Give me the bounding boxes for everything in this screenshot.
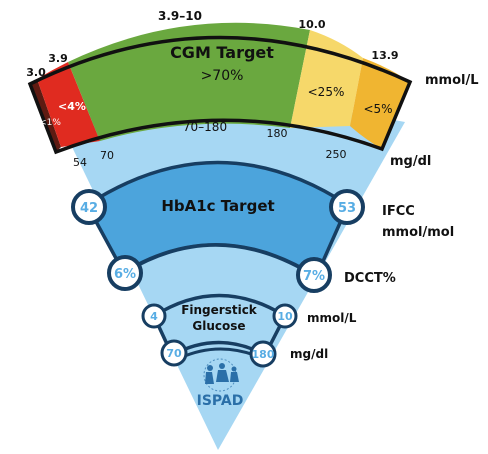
hba1c-title: HbA1c Target [161,197,274,215]
fingerstick-mgdl-unit: mg/dl [290,347,328,361]
cgm-range-mgdl: 70–180 [183,120,227,134]
fingerstick-title-line2: Glucose [192,319,245,333]
cgm-mmol-3-9: 3.9 [48,52,68,65]
cgm-segment-very-low [30,79,61,152]
cgm-in-range-pct: >70% [201,68,244,84]
cgm-unit-mgdl: mg/dl [390,154,431,169]
cgm-mmol-3-0: 3.0 [26,66,46,79]
fingerstick-mgdl-low: 70 [166,347,182,360]
dcct-low-value: 6% [114,267,136,282]
cgm-segment-in-range [68,22,310,141]
cgm-below-1: <1% [39,118,61,128]
dcct-arc [123,242,317,278]
cgm-segment-very-high [350,58,410,149]
fingerstick-title-line1: Fingerstick [181,303,258,317]
ispad-logo-text: ISPAD [197,393,244,409]
cgm-segment-low [37,62,100,147]
cgm-band [27,22,413,155]
cgm-mmol-13-9: 13.9 [371,49,398,62]
cgm-unit-mmol: mmol/L [425,73,479,88]
ispad-children-logo-icon [203,358,239,392]
ifcc-low-circle [71,189,107,225]
ifcc-high-value: 53 [338,201,356,216]
dcct-high-circle [296,257,332,293]
ifcc-low-value: 42 [80,201,98,216]
fingerstick-mmol-unit: mmol/L [307,311,357,325]
cgm-title: CGM Target [170,43,274,62]
fingerstick-mgdl-high: 180 [252,348,275,361]
cgm-mmol-10-0: 10.0 [298,18,325,31]
fingerstick-mmol-low: 4 [150,310,158,323]
cgm-mgdl-70: 70 [100,149,114,162]
ifcc-unit-line1: IFCC [382,204,415,219]
fingerstick-mmol-low-circle [141,303,167,329]
dcct-high-value: 7% [303,269,325,284]
value-circles [71,189,365,368]
cgm-range-mmol: 3.9–10 [158,9,202,23]
ifcc-high-circle [329,189,365,225]
cgm-band-outline [27,35,413,155]
ifcc-unit-line2: mmol/mol [382,225,454,240]
dcct-low-circle [107,255,143,291]
cgm-below-4: <4% [58,100,86,113]
fingerstick-mgdl-low-circle [160,339,188,367]
fingerstick-mmol-high-circle [272,303,298,329]
cgm-above-5: <5% [363,102,392,116]
cgm-segment-high [290,30,363,128]
cgm-mgdl-250: 250 [326,148,347,161]
cgm-mgdl-54: 54 [73,156,87,169]
fingerstick-mgdl-high-circle [249,340,277,368]
cgm-above-25: <25% [308,85,345,99]
dcct-unit: DCCT% [344,271,396,286]
fingerstick-mmol-high: 10 [277,310,293,323]
cgm-mgdl-180: 180 [267,127,288,140]
